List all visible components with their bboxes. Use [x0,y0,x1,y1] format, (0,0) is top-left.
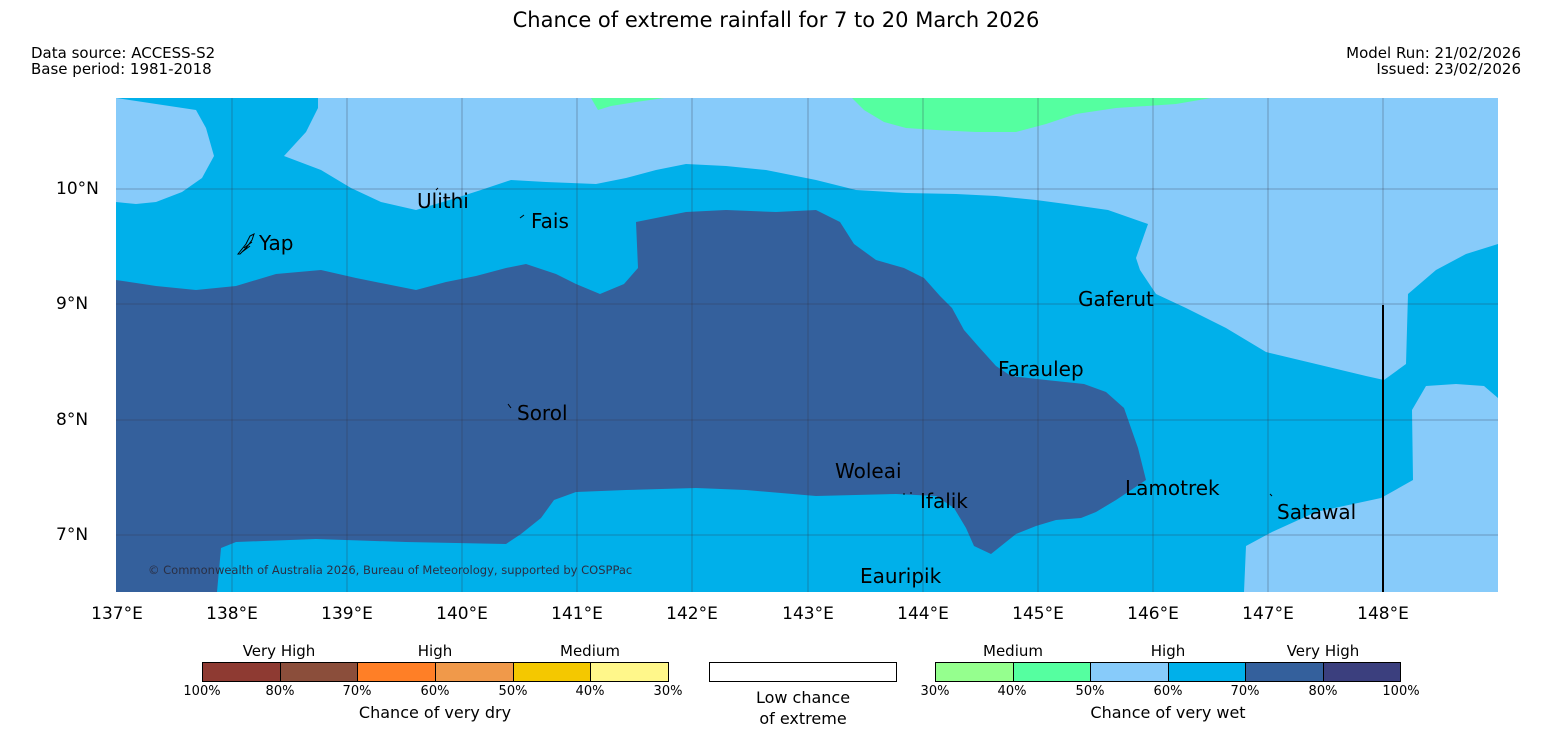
zone-wet-40-50-northwest [591,98,664,110]
legend-dry-label: Chance of very dry [358,703,512,722]
wet-pct: 50% [1075,684,1105,699]
legend-wet-label: Chance of very wet [1090,703,1246,722]
y-tick-7n: 7°N [56,525,89,545]
dry-pct: 80% [265,684,295,699]
base-period: Base period: 1981-2018 [31,60,212,78]
legend-wet-cat-medium: Medium [983,642,1043,660]
run-info: Model Run: 21/02/2026 Issued: 23/02/2026 [1346,45,1521,77]
dry-swatch-3 [357,663,436,681]
x-tick-139: 139°E [321,604,373,624]
dry-swatch-6 [590,663,669,681]
map-title: Chance of extreme rainfall for 7 to 20 M… [512,8,1040,32]
label-fais: Fais [531,209,569,233]
graticule [116,98,1498,592]
wet-swatch-2 [1012,663,1090,681]
x-tick-140: 140°E [436,604,488,624]
dry-pct: 40% [575,684,605,699]
copyright-notice: © Commonwealth of Australia 2026, Bureau… [148,563,632,577]
source-info: Data source: ACCESS-S2 Base period: 1981… [31,45,215,77]
x-tick-142: 142°E [666,604,718,624]
label-yap: Yap [258,231,293,255]
y-tick-9n: 9°N [56,294,89,314]
wet-pct: 30% [920,684,950,699]
sorol-island-icon [507,403,512,409]
data-source: Data source: ACCESS-S2 [31,44,216,62]
zone-wet-40-50-north [852,98,1211,132]
legend-dry-cat-medium: Medium [560,642,620,660]
x-tick-138: 138°E [206,604,258,624]
legend-dry-cat-high: High [417,642,453,660]
wet-swatch-1 [936,663,1013,681]
legend-wet-cat-very-high: Very High [1286,642,1360,660]
x-tick-141: 141°E [551,604,603,624]
wet-swatch-4 [1167,663,1245,681]
dry-pct: 100% [183,684,221,699]
legend-low-line1: Low chance [755,688,851,707]
label-faraulep: Faraulep [998,357,1084,381]
legend-low-line2: of extreme [759,709,847,728]
wet-pct: 60% [1153,684,1183,699]
wet-pct: 80% [1308,684,1338,699]
x-tick-147: 147°E [1242,604,1294,624]
x-tick-137: 137°E [91,604,143,624]
satawal-island-icon [1269,493,1273,497]
zone-wet-70-80 [116,210,1146,592]
label-gaferut: Gaferut [1078,287,1154,311]
x-tick-146: 146°E [1127,604,1179,624]
yap-island-icon [236,233,255,255]
issued-date: Issued: 23/02/2026 [1376,60,1521,78]
label-satawal: Satawal [1277,500,1356,524]
dry-swatch-2 [279,663,358,681]
x-tick-144: 144°E [897,604,949,624]
legend-dry-cat-very-high: Very High [242,642,316,660]
dry-pct: 50% [498,684,528,699]
label-woleai: Woleai [835,459,902,483]
wet-swatch-6 [1322,663,1400,681]
label-sorol: Sorol [517,401,568,425]
wet-pct: 100% [1382,684,1420,699]
model-run: Model Run: 21/02/2026 [1346,44,1521,62]
rainfall-map: Yap Ulithi Fais Sorol Gaferut Faraulep W… [116,98,1498,592]
x-tick-148: 148°E [1357,604,1409,624]
dry-pct: 30% [653,684,683,699]
label-ifalik: Ifalik [920,489,968,513]
legend-dry-colorbar [202,662,669,682]
label-lamotrek: Lamotrek [1125,476,1220,500]
dry-swatch-5 [512,663,591,681]
y-tick-10n: 10°N [56,179,99,199]
label-eauripik: Eauripik [860,564,942,588]
wet-pct: 70% [1230,684,1260,699]
dry-swatch-1 [203,663,280,681]
wet-swatch-3 [1090,663,1168,681]
fais-island-icon [519,214,525,219]
island-marks [236,187,1273,497]
x-tick-145: 145°E [1012,604,1064,624]
x-tick-143: 143°E [782,604,834,624]
dry-swatch-4 [435,663,513,681]
wet-pct: 40% [997,684,1027,699]
dry-pct: 70% [342,684,372,699]
label-ulithi: Ulithi [417,189,469,213]
dry-pct: 60% [420,684,450,699]
wet-swatch-5 [1245,663,1323,681]
legend-wet-colorbar [935,662,1401,682]
legend-low-swatch [709,662,897,682]
ulithi-island-icon [435,187,439,191]
y-tick-8n: 8°N [56,410,89,430]
legend-wet-cat-high: High [1150,642,1186,660]
ifalik-island-icon [903,492,912,495]
